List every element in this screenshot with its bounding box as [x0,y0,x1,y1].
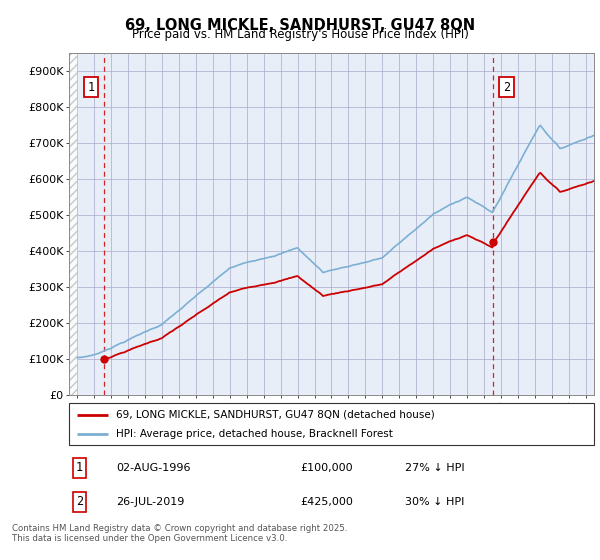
Text: 27% ↓ HPI: 27% ↓ HPI [405,463,464,473]
Text: 69, LONG MICKLE, SANDHURST, GU47 8QN (detached house): 69, LONG MICKLE, SANDHURST, GU47 8QN (de… [116,409,435,419]
Text: 02-AUG-1996: 02-AUG-1996 [116,463,191,473]
Text: £100,000: £100,000 [300,463,353,473]
Text: 69, LONG MICKLE, SANDHURST, GU47 8QN: 69, LONG MICKLE, SANDHURST, GU47 8QN [125,18,475,33]
Text: £425,000: £425,000 [300,497,353,507]
Text: Price paid vs. HM Land Registry's House Price Index (HPI): Price paid vs. HM Land Registry's House … [131,28,469,41]
Text: 1: 1 [88,81,95,94]
Text: Contains HM Land Registry data © Crown copyright and database right 2025.
This d: Contains HM Land Registry data © Crown c… [12,524,347,543]
Text: 30% ↓ HPI: 30% ↓ HPI [405,497,464,507]
Text: 2: 2 [76,496,83,508]
Text: 26-JUL-2019: 26-JUL-2019 [116,497,185,507]
Text: HPI: Average price, detached house, Bracknell Forest: HPI: Average price, detached house, Brac… [116,429,393,439]
Text: 2: 2 [503,81,510,94]
Text: 1: 1 [76,461,83,474]
FancyBboxPatch shape [69,403,594,445]
